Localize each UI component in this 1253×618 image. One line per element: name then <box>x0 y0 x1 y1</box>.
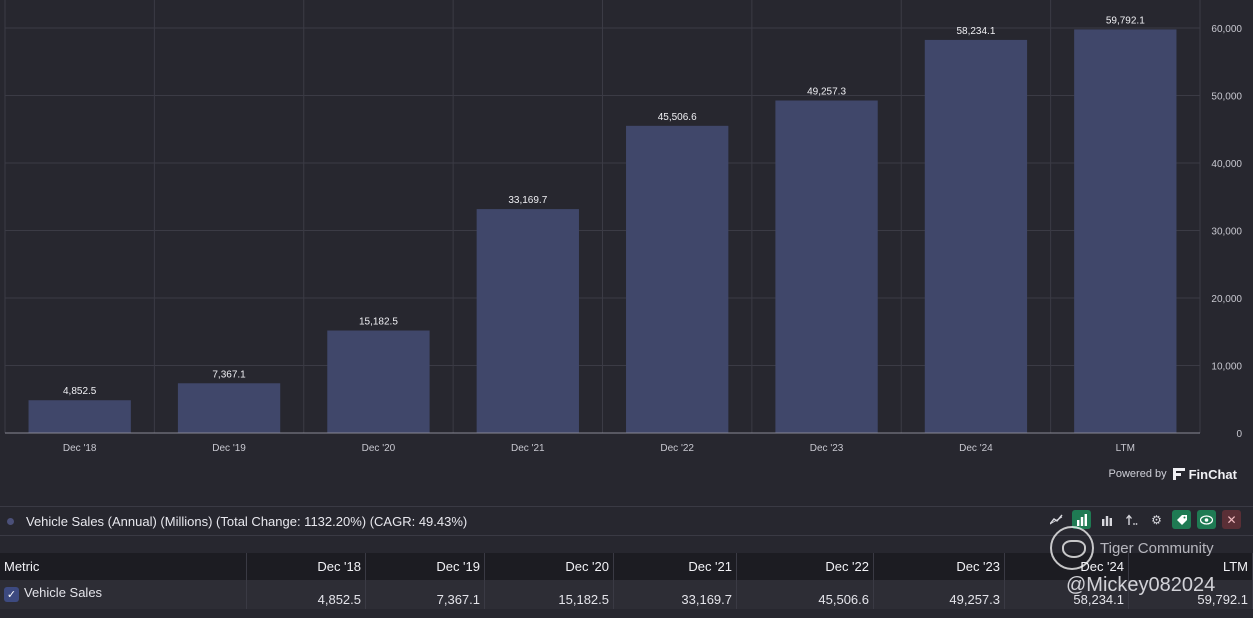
powered-by: Powered by FinChat <box>1109 465 1237 483</box>
table-row: ✓ Vehicle Sales 4,852.5 7,367.1 15,182.5 … <box>0 580 1253 609</box>
column-header[interactable]: Dec '24 <box>1004 553 1129 580</box>
data-label: 4,852.5 <box>63 386 97 397</box>
x-tick-label: Dec '22 <box>660 443 694 454</box>
bar <box>1074 29 1177 434</box>
data-label: 33,169.7 <box>508 195 547 206</box>
chart-svg: 0 10,000 20,000 30,000 40,000 50,000 60,000 4,8… <box>4 0 1242 454</box>
bar-chart: 0 10,000 20,000 30,000 40,000 50,000 60,000 4,8… <box>4 0 1242 454</box>
finchat-brand[interactable]: FinChat <box>1172 466 1237 482</box>
y-tick-label: 0 <box>1236 429 1242 440</box>
bar <box>28 400 131 433</box>
x-tick-label: Dec '18 <box>63 443 97 454</box>
divider <box>0 535 1253 536</box>
column-header[interactable]: Metric <box>0 553 247 580</box>
series-row: Vehicle Sales (Annual) (Millions) (Total… <box>0 507 1253 535</box>
powered-by-label: Powered by <box>1108 468 1167 480</box>
value-cell: 15,182.5 <box>484 580 614 609</box>
metric-name: Vehicle Sales <box>24 585 103 601</box>
metric-cell: ✓ Vehicle Sales <box>0 580 247 609</box>
gear-icon[interactable]: ⚙ <box>1151 512 1162 527</box>
finchat-logo-icon <box>1172 468 1185 480</box>
data-label: 59,792.1 <box>1106 15 1145 26</box>
bar-chart-icon[interactable] <box>1072 510 1091 529</box>
bar <box>924 39 1028 433</box>
y-tick-label: 60,000 <box>1211 24 1242 35</box>
x-tick-label: Dec '21 <box>511 443 545 454</box>
tag-icon[interactable] <box>1172 510 1191 529</box>
x-tick-label: Dec '24 <box>959 443 993 454</box>
x-tick-label: Dec '23 <box>810 443 844 454</box>
line-chart-icon[interactable] <box>1047 510 1066 529</box>
value-cell: 4,852.5 <box>246 580 366 609</box>
bar <box>476 209 579 433</box>
finchat-brand-label: FinChat <box>1188 466 1237 482</box>
sort-icon[interactable] <box>1122 510 1141 529</box>
bar <box>775 100 878 434</box>
table-header-row: Metric Dec '18 Dec '19 Dec '20 Dec '21 D… <box>0 553 1253 580</box>
data-label: 45,506.6 <box>658 112 697 123</box>
y-tick-label: 50,000 <box>1211 92 1242 103</box>
x-tick-label: LTM <box>1116 443 1135 454</box>
metrics-table: Metric Dec '18 Dec '19 Dec '20 Dec '21 D… <box>0 553 1253 609</box>
data-label: 7,367.1 <box>212 369 246 380</box>
column-header[interactable]: Dec '22 <box>736 553 874 580</box>
x-tick-label: Dec '19 <box>212 443 246 454</box>
data-label: 15,182.5 <box>359 317 398 328</box>
data-label: 58,234.1 <box>956 26 995 37</box>
y-tick-label: 20,000 <box>1211 294 1242 305</box>
column-header[interactable]: Dec '23 <box>873 553 1005 580</box>
column-header[interactable]: Dec '21 <box>613 553 737 580</box>
y-tick-label: 30,000 <box>1211 227 1242 238</box>
bar <box>177 383 281 433</box>
column-header[interactable]: Dec '18 <box>246 553 366 580</box>
eye-icon[interactable] <box>1197 510 1216 529</box>
close-icon[interactable]: ✕ <box>1222 510 1241 529</box>
series-toolbar: ⚙ ✕ <box>1047 510 1241 529</box>
x-tick-label: Dec '20 <box>362 443 396 454</box>
column-header[interactable]: LTM <box>1128 553 1253 580</box>
y-tick-label: 10,000 <box>1211 362 1242 373</box>
series-title: Vehicle Sales (Annual) (Millions) (Total… <box>26 513 468 529</box>
value-cell: 7,367.1 <box>365 580 485 609</box>
value-cell: 45,506.6 <box>736 580 874 609</box>
row-checkbox[interactable]: ✓ <box>4 586 19 602</box>
divider <box>0 506 1253 507</box>
data-label: 49,257.3 <box>807 87 846 98</box>
stacked-bar-icon[interactable] <box>1097 510 1116 529</box>
value-cell: 59,792.1 <box>1128 580 1253 609</box>
bar <box>327 330 430 433</box>
y-tick-label: 40,000 <box>1211 159 1242 170</box>
value-cell: 58,234.1 <box>1004 580 1129 609</box>
value-cell: 33,169.7 <box>613 580 737 609</box>
column-header[interactable]: Dec '20 <box>484 553 614 580</box>
series-color-dot <box>7 517 14 525</box>
bar <box>626 125 729 434</box>
column-header[interactable]: Dec '19 <box>365 553 485 580</box>
value-cell: 49,257.3 <box>873 580 1005 609</box>
